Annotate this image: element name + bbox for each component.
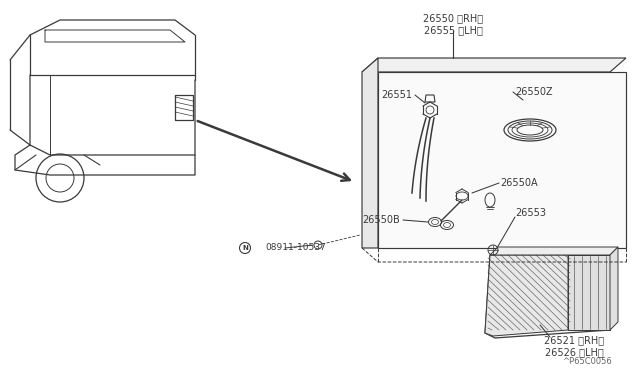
Text: 26550 〈RH〉: 26550 〈RH〉 [423,13,483,23]
Text: 08911-10537: 08911-10537 [265,244,326,253]
Text: 26521 〈RH〉: 26521 〈RH〉 [544,335,604,345]
Text: 26550Z: 26550Z [515,87,552,97]
Polygon shape [485,255,610,338]
Polygon shape [362,58,626,72]
Polygon shape [490,247,618,255]
Polygon shape [485,255,568,336]
Text: 26553: 26553 [515,208,546,218]
Polygon shape [362,58,378,248]
Text: 26550B: 26550B [362,215,400,225]
Polygon shape [378,72,626,248]
Text: 26550A: 26550A [500,178,538,188]
Polygon shape [610,247,618,330]
Text: ^P65C0056: ^P65C0056 [563,357,612,366]
Polygon shape [568,255,610,330]
Text: N: N [242,245,248,251]
Text: 26526 〈LH〉: 26526 〈LH〉 [545,347,604,357]
Text: 26551: 26551 [381,90,412,100]
Text: 26555 〈LH〉: 26555 〈LH〉 [424,25,483,35]
